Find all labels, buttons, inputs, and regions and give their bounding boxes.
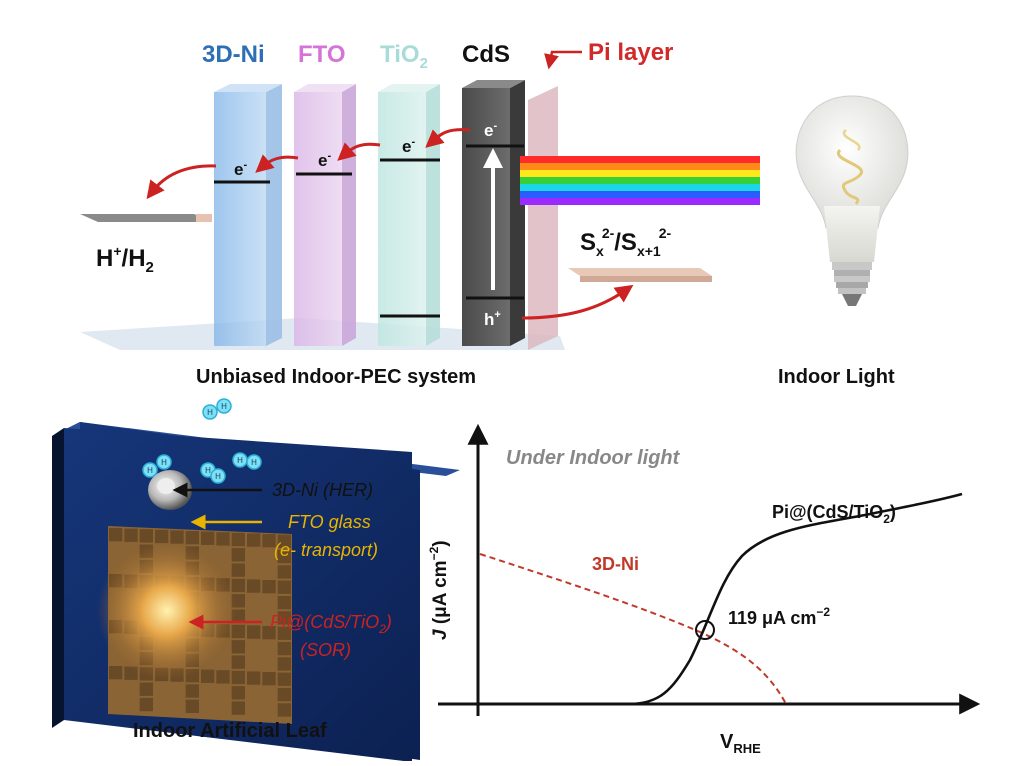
svg-text:h+: h+ (484, 309, 501, 329)
svg-text:e-: e- (402, 136, 415, 156)
leaf-label-pi-1: Pi@(CdS/TiO2) (270, 612, 392, 636)
jv-plot: Under Indoor light 3D-Ni Pi@(CdS/TiO2) 1… (427, 423, 981, 756)
pi-pointer-arrow (544, 50, 582, 70)
fto-slab (294, 84, 356, 346)
electron-cds: e- (484, 120, 497, 140)
leaf-label-pi-2: (SOR) (300, 640, 351, 660)
label-tio2: TiO2 (380, 41, 428, 72)
sulfide-plate (568, 268, 712, 282)
hydrogen-plate (80, 214, 212, 222)
svg-text:H: H (205, 466, 211, 475)
curve-pi-cds-tio2 (478, 492, 963, 706)
svg-text:H: H (215, 472, 221, 481)
hole-cds: h+ (484, 309, 501, 329)
electron-ni: e- (234, 159, 247, 179)
leaf-label-fto-2: (e- transport) (274, 540, 378, 560)
svg-text:H: H (147, 466, 153, 475)
photoanode-square (96, 526, 292, 724)
caption-system: Unbiased Indoor-PEC system (196, 366, 476, 388)
plot-condition: Under Indoor light (506, 447, 681, 469)
svg-text:e-: e- (484, 120, 497, 140)
label-sx-sx1: Sx2-/Sx+12- (580, 225, 671, 259)
label-cds: CdS (462, 41, 510, 68)
label-h-h2: H+/H2 (96, 243, 154, 276)
svg-text:H: H (161, 458, 167, 467)
pi-layer-slab (528, 86, 558, 350)
ni-electrode (148, 470, 192, 510)
caption-light: Indoor Light (778, 366, 895, 388)
svg-text:H: H (221, 402, 227, 411)
label-curve-pi: Pi@(CdS/TiO2) (772, 502, 896, 526)
electron-transfer-arrows (146, 128, 471, 200)
label-intersection: 119 μA cm−2 (728, 605, 830, 628)
caption-leaf: Indoor Artificial Leaf (133, 720, 327, 742)
label-fto: FTO (298, 41, 346, 68)
svg-text:H: H (237, 456, 243, 465)
intersection-marker (695, 620, 715, 640)
label-pi-layer: Pi layer (588, 39, 673, 66)
ni-slab (214, 84, 282, 346)
svg-text:e-: e- (318, 150, 331, 170)
y-axis-label: J (μA cm−2) (427, 540, 451, 640)
svg-text:e-: e- (234, 159, 247, 179)
svg-text:H: H (251, 458, 257, 467)
light-bulb-icon (795, 95, 909, 306)
curve-3d-ni (479, 553, 787, 705)
tio2-slab (378, 84, 440, 346)
x-axis-label: VRHE (720, 731, 761, 756)
light-beam (520, 156, 760, 205)
leaf-label-fto-1: FTO glass (288, 512, 371, 532)
hole-transfer-arrow (521, 284, 634, 320)
leaf-label-ni: 3D-Ni (HER) (272, 480, 373, 500)
electron-tio2: e- (402, 136, 415, 156)
svg-text:H: H (207, 408, 213, 417)
electron-fto: e- (318, 150, 331, 170)
label-3d-ni: 3D-Ni (202, 41, 265, 68)
label-curve-3d-ni: 3D-Ni (592, 554, 639, 574)
